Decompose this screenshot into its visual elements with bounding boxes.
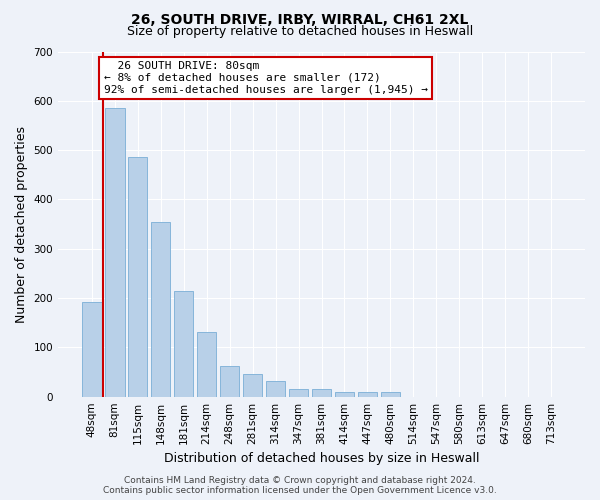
Bar [105, 108, 125, 397]
Bar [197, 332, 217, 396]
Text: 26, SOUTH DRIVE, IRBY, WIRRAL, CH61 2XL: 26, SOUTH DRIVE, IRBY, WIRRAL, CH61 2XL [131, 12, 469, 26]
Bar [174, 290, 193, 397]
Bar [335, 392, 354, 396]
Text: Size of property relative to detached houses in Heswall: Size of property relative to detached ho… [127, 25, 473, 38]
Bar [151, 222, 170, 396]
Bar [380, 392, 400, 396]
Text: 26 SOUTH DRIVE: 80sqm
← 8% of detached houses are smaller (172)
92% of semi-deta: 26 SOUTH DRIVE: 80sqm ← 8% of detached h… [104, 62, 428, 94]
Bar [358, 392, 377, 396]
Bar [289, 389, 308, 396]
Bar [128, 156, 148, 396]
Bar [243, 374, 262, 396]
X-axis label: Distribution of detached houses by size in Heswall: Distribution of detached houses by size … [164, 452, 479, 465]
Bar [312, 389, 331, 396]
Text: Contains HM Land Registry data © Crown copyright and database right 2024.
Contai: Contains HM Land Registry data © Crown c… [103, 476, 497, 495]
Bar [82, 302, 101, 396]
Bar [220, 366, 239, 396]
Bar [266, 381, 286, 396]
Y-axis label: Number of detached properties: Number of detached properties [15, 126, 28, 322]
